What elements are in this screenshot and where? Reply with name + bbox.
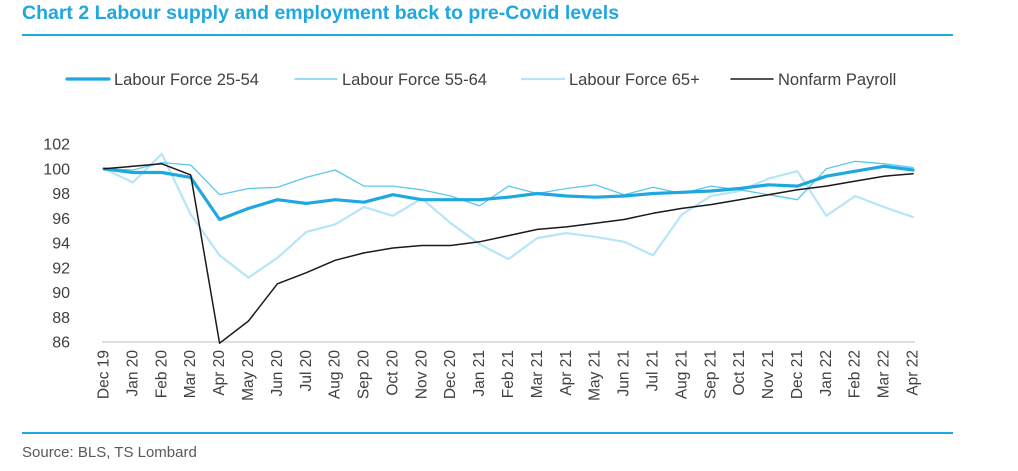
- x-tick-label: Mar 21: [529, 350, 546, 398]
- y-tick-label: 94: [52, 236, 70, 253]
- x-tick-label: Jan 21: [471, 350, 488, 397]
- x-tick-label: Apr 22: [905, 350, 922, 396]
- x-tick-label: Aug 20: [327, 350, 344, 400]
- x-tick-label: Aug 21: [673, 350, 690, 399]
- source-note: Source: BLS, TS Lombard: [22, 444, 197, 461]
- x-tick-label: Feb 22: [847, 350, 864, 398]
- x-tick-label: Oct 21: [731, 350, 748, 396]
- y-tick-label: 92: [52, 260, 70, 277]
- x-tick-label: Dec 20: [442, 350, 459, 399]
- x-tick-label: Sep 20: [356, 350, 373, 400]
- legend: Labour Force 25-54 Labour Force 55-64 Labo…: [65, 71, 896, 89]
- x-tick-label: Jul 21: [644, 350, 661, 391]
- x-tick-label: Jul 20: [298, 350, 315, 392]
- y-tick-label: 88: [52, 310, 70, 327]
- title-rule: [22, 34, 953, 36]
- legend-label-labour-force-25-54: Labour Force 25-54: [114, 71, 259, 89]
- series-line-labour-force-25-54: [102, 164, 915, 222]
- series-line-labour-force-65-plus: [102, 152, 915, 279]
- legend-label-nonfarm-payroll: Nonfarm Payroll: [778, 71, 896, 89]
- x-tick-label: Jan 20: [124, 350, 141, 397]
- x-tick-label: Dec 19: [96, 350, 113, 399]
- legend-label-labour-force-55-64: Labour Force 55-64: [342, 71, 487, 89]
- x-tick-label: Jun 21: [616, 350, 633, 397]
- y-tick-label: 98: [52, 186, 70, 203]
- source-rule: [22, 432, 953, 434]
- x-tick-label: Mar 20: [182, 350, 199, 399]
- legend-label-labour-force-65-plus: Labour Force 65+: [569, 71, 700, 89]
- y-tick-label: 96: [52, 211, 70, 228]
- x-tick-label: Dec 21: [789, 350, 806, 399]
- x-tick-label: Nov 21: [760, 350, 777, 399]
- x-tick-label: Apr 21: [558, 350, 575, 396]
- x-tick-label: Jan 22: [818, 350, 835, 397]
- y-axis: 86 88 90 92 94 96 98 100 102: [43, 137, 70, 352]
- series-line-nonfarm-payroll: [103, 163, 914, 344]
- y-tick-label: 90: [52, 285, 70, 302]
- y-tick-label: 102: [43, 137, 70, 154]
- series-line-labour-force-55-64: [103, 160, 914, 207]
- x-tick-label: Nov 20: [413, 350, 430, 399]
- x-tick-label: Feb 20: [153, 350, 170, 399]
- x-tick-label: May 21: [587, 350, 604, 401]
- x-axis: Dec 19 Jan 20 Feb 20 Mar 20 Apr 20 May 20 Jun …: [96, 341, 922, 401]
- x-tick-label: May 20: [240, 350, 257, 401]
- y-tick-label: 86: [52, 335, 70, 352]
- x-tick-label: Mar 22: [876, 350, 893, 398]
- line-chart: Labour Force 25-54 Labour Force 55-64 Labo…: [43, 71, 922, 401]
- series-lines: [102, 152, 915, 344]
- x-tick-label: Sep 21: [702, 350, 719, 399]
- x-tick-label: Oct 20: [384, 350, 401, 396]
- x-tick-label: Apr 20: [211, 350, 228, 396]
- y-tick-label: 100: [43, 161, 70, 178]
- chart-title: Chart 2 Labour supply and employment bac…: [22, 2, 620, 24]
- x-tick-label: Jun 20: [269, 350, 286, 397]
- x-tick-label: Feb 21: [500, 350, 517, 398]
